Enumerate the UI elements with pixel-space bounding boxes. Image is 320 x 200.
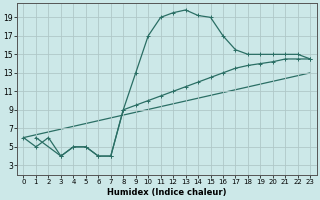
X-axis label: Humidex (Indice chaleur): Humidex (Indice chaleur) — [107, 188, 227, 197]
